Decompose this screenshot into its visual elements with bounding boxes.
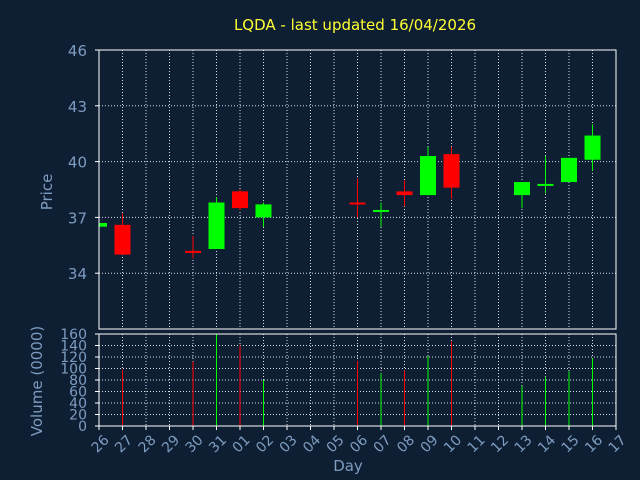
x-tick-label: 31 [206, 432, 230, 456]
x-tick-label: 26 [89, 432, 113, 456]
volume-tick-label: 20 [69, 408, 87, 424]
candle-15 [561, 157, 577, 183]
candle-16 [584, 124, 601, 171]
candle-08 [396, 180, 413, 207]
price-tick-label: 37 [68, 209, 87, 227]
candle-body [373, 209, 389, 212]
candle-body [185, 250, 201, 253]
candle-body [584, 135, 601, 160]
x-tick-label: 27 [112, 432, 136, 456]
price-tick-label: 43 [68, 98, 87, 116]
candle-07 [373, 202, 389, 227]
volume-tick-label: 40 [69, 396, 87, 412]
volume-tick-label: 120 [60, 350, 87, 366]
x-tick-label: 01 [230, 432, 254, 456]
candle-body [255, 204, 272, 218]
x-axis-label: Day [333, 457, 363, 475]
x-tick-label: 03 [277, 432, 301, 456]
candle-body [537, 183, 554, 186]
volume-tick-label: 60 [69, 385, 87, 401]
candle-body [396, 191, 413, 196]
x-tick-label: 28 [136, 432, 160, 456]
candle-09 [420, 146, 436, 196]
candle-26 [98, 221, 107, 227]
x-tick-label: 05 [324, 432, 348, 456]
candle-14 [537, 156, 554, 194]
candle-31 [208, 196, 225, 250]
x-tick-label: 15 [559, 432, 583, 456]
x-tick-label: 10 [441, 432, 465, 456]
candle-13 [514, 182, 530, 209]
volume-tick-label: 80 [69, 373, 87, 389]
x-tick-label: 14 [535, 432, 559, 456]
volume-tick-label: 100 [60, 362, 87, 378]
volume-tick-label: 0 [78, 419, 87, 435]
price-panel: 34 37 40 43 46 Price [38, 42, 617, 330]
candle-body [232, 191, 248, 209]
x-tick-label: 12 [488, 432, 512, 456]
volume-tick-label: 140 [60, 339, 87, 355]
candle-body [561, 157, 577, 183]
price-tick-label: 34 [68, 265, 87, 283]
candle-body [114, 224, 131, 255]
x-tick-label: 09 [418, 432, 442, 456]
price-tick-label: 46 [68, 42, 87, 60]
x-tick-label: 07 [371, 432, 395, 456]
candle-body [349, 202, 366, 205]
candle-body [208, 202, 225, 250]
price-axis-label: Price [38, 174, 56, 211]
price-tick-label: 40 [68, 154, 87, 172]
x-tick-label: 11 [465, 432, 489, 456]
x-tick-label: 02 [253, 432, 277, 456]
candle-body [514, 182, 530, 196]
x-tick-label: 17 [606, 432, 630, 456]
volume-axis-label: Volume (0000) [28, 326, 46, 436]
candle-30 [185, 236, 201, 259]
price-plot-frame [98, 49, 617, 330]
candle-01 [232, 189, 248, 210]
candle-06 [349, 178, 366, 218]
x-tick-label: 16 [582, 432, 606, 456]
volume-tick-label: 160 [60, 327, 87, 343]
candle-body [443, 154, 460, 188]
x-tick-label: 04 [300, 432, 324, 456]
x-tick-label: 30 [183, 432, 207, 456]
candle-27 [114, 213, 131, 255]
candle-02 [255, 202, 272, 227]
x-tick-label: 06 [347, 432, 371, 456]
chart-title: LQDA - last updated 16/04/2026 [234, 16, 476, 34]
x-tick-label: 29 [159, 432, 183, 456]
candle-10 [443, 146, 460, 199]
x-tick-label: 13 [512, 432, 536, 456]
x-tick-label: 08 [394, 432, 418, 456]
candle-body [99, 222, 107, 227]
candle-body [420, 156, 436, 196]
